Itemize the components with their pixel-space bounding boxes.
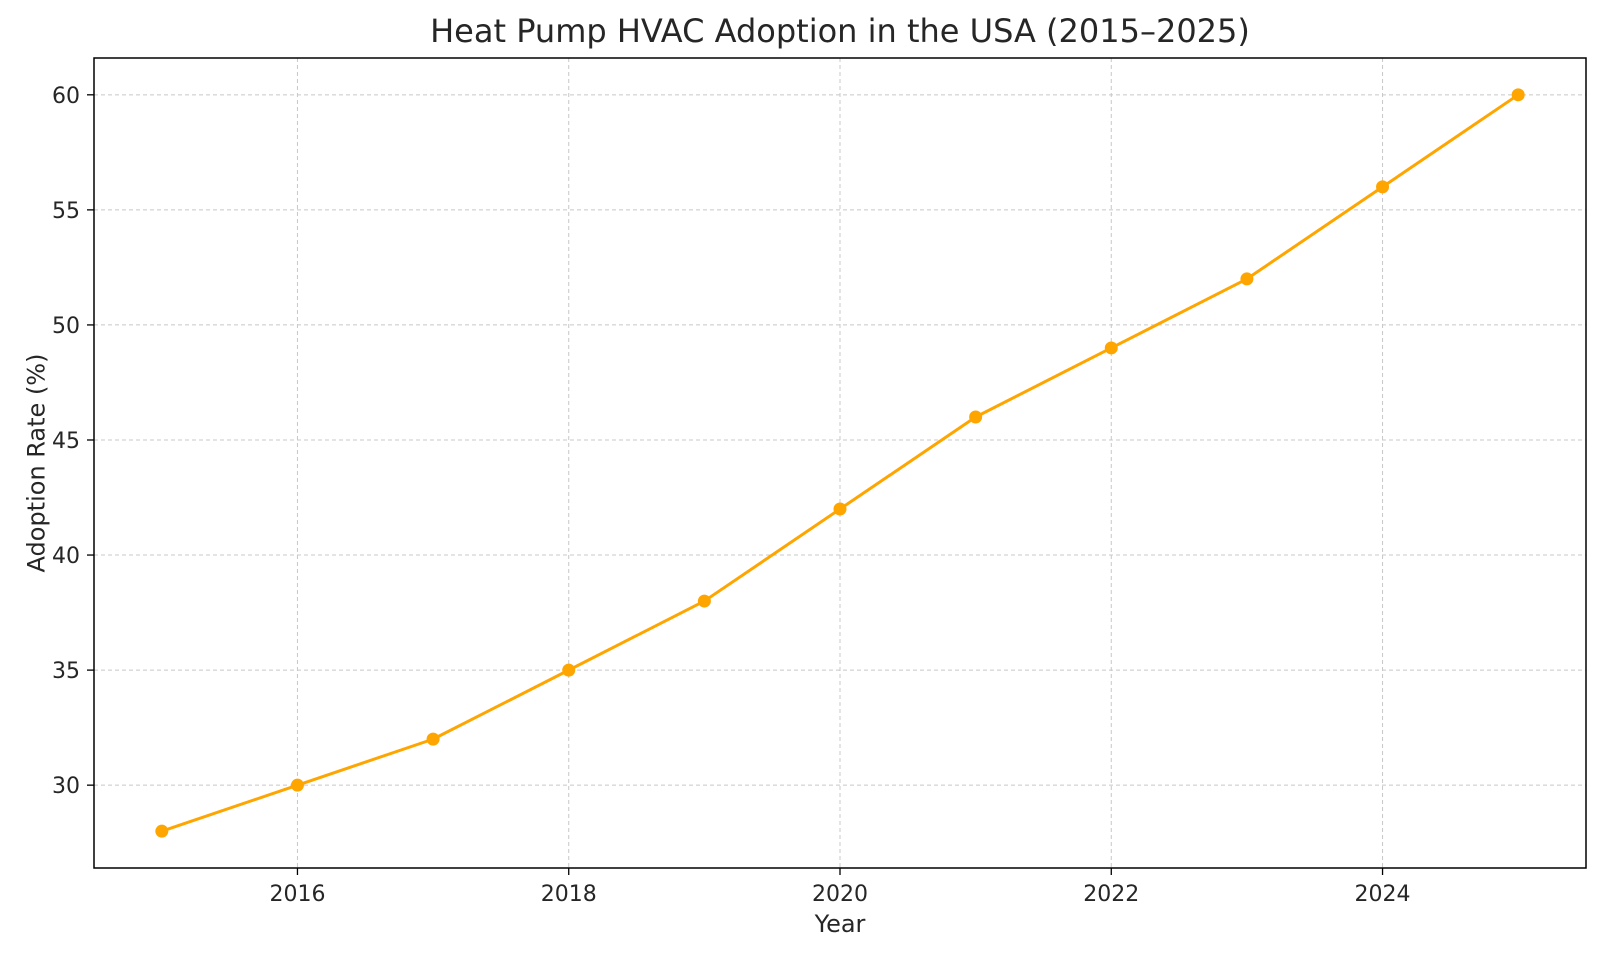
axis-ticks: 2016 2018 2020 2022 2024 30 35 40 45 50 55 60 (52, 84, 1411, 907)
data-point (426, 732, 440, 746)
data-point (969, 410, 983, 424)
chart-title: Heat Pump HVAC Adoption in the USA (2015… (430, 12, 1250, 50)
y-tick-label: 55 (52, 199, 80, 224)
data-point (155, 824, 169, 838)
y-axis-label: Adoption Rate (%) (22, 354, 50, 573)
y-tick-label: 45 (52, 429, 80, 454)
y-tick-label: 60 (52, 84, 80, 109)
y-tick-label: 50 (52, 314, 80, 339)
data-point (1376, 180, 1390, 194)
x-tick-label: 2024 (1355, 882, 1411, 907)
grid-lines (94, 58, 1586, 868)
data-point (1240, 272, 1254, 286)
x-axis-label: Year (814, 910, 866, 938)
x-tick-label: 2020 (812, 882, 868, 907)
y-tick-label: 35 (52, 659, 80, 684)
data-point (290, 778, 304, 792)
x-tick-label: 2018 (541, 882, 597, 907)
data-point (697, 594, 711, 608)
y-tick-label: 30 (52, 774, 80, 799)
data-point (833, 502, 847, 516)
series-layer (155, 88, 1525, 838)
x-tick-label: 2016 (269, 882, 325, 907)
data-point (1511, 88, 1525, 102)
y-tick-label: 40 (52, 544, 80, 569)
data-point (1104, 341, 1118, 355)
data-point (562, 663, 576, 677)
x-tick-label: 2022 (1083, 882, 1139, 907)
